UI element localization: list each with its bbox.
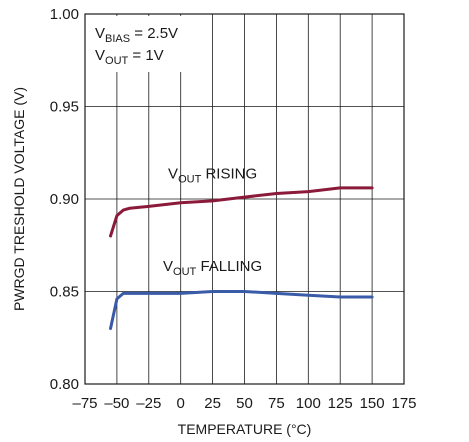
axis-layer: 0.80 0.85 0.90 0.95 1.00 –75 –50 –25 0 25 50 75 100 1…: [11, 6, 417, 437]
condition-label-0-rest: = 2.5V: [130, 25, 178, 42]
y-tick-label: 1.00: [50, 6, 79, 23]
condition-label-1-rest: = 1V: [128, 47, 163, 64]
x-tick-label: 100: [296, 395, 321, 412]
conditions-background: [87, 16, 205, 72]
series-line-falling: [109, 290, 374, 330]
series-label-rising-sub: OUT: [178, 174, 202, 186]
x-tick-label: 25: [204, 395, 221, 412]
series-layer: [109, 186, 374, 330]
series-label-falling-main: V: [163, 258, 173, 275]
condition-label-0-sub: BIAS: [105, 33, 130, 45]
series-label-falling-rest: FALLING: [196, 258, 262, 275]
y-tick-label: 0.95: [50, 99, 79, 116]
condition-label-0: VBIAS = 2.5V: [95, 25, 178, 45]
condition-label-1-sub: OUT: [105, 55, 129, 67]
x-tick-label: 0: [177, 395, 185, 412]
series-label-falling: VOUT FALLING: [163, 258, 262, 278]
condition-label-1-main: V: [95, 47, 105, 64]
condition-label-0-main: V: [95, 25, 105, 42]
x-tick-label: 50: [236, 395, 253, 412]
y-axis-title: PWRGD TRESHOLD VOLTAGE (V): [11, 87, 27, 311]
y-tick-label: 0.80: [50, 376, 79, 393]
x-tick-label: 125: [328, 395, 353, 412]
x-axis-title: TEMPERATURE (°C): [178, 421, 312, 437]
x-tick-label: 75: [268, 395, 285, 412]
series-label-falling-sub: OUT: [173, 266, 197, 278]
condition-label-1: VOUT = 1V: [95, 47, 164, 67]
x-tick-label: 175: [391, 395, 416, 412]
grid-layer: [85, 14, 404, 384]
y-tick-label: 0.90: [50, 191, 79, 208]
series-label-rising-main: V: [168, 166, 178, 183]
x-tick-label: –50: [104, 395, 129, 412]
series-label-rising: VOUT RISING: [168, 166, 257, 186]
series-label-rising-rest: RISING: [201, 166, 257, 183]
x-tick-label: –75: [72, 395, 97, 412]
y-tick-label: 0.85: [50, 284, 79, 301]
x-tick-label: 150: [360, 395, 385, 412]
series-line-rising: [109, 186, 374, 238]
plot-frame: [84, 13, 405, 385]
x-tick-label: –25: [136, 395, 161, 412]
